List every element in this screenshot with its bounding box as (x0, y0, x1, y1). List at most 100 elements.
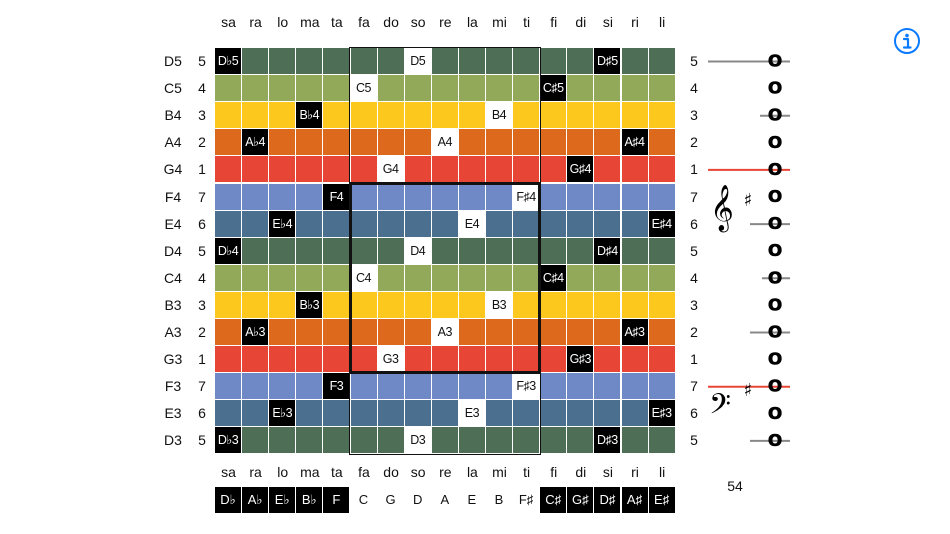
note-label[interactable]: F4 (323, 183, 350, 210)
note-label[interactable]: F3 (323, 373, 350, 400)
grid-cell[interactable] (296, 346, 323, 373)
note-label[interactable]: A♯4 (621, 129, 648, 156)
grid-cell[interactable] (567, 237, 594, 264)
grid-cell[interactable] (621, 210, 648, 237)
grid-cell[interactable] (269, 264, 296, 291)
grid-cell[interactable] (242, 400, 269, 427)
grid-cell[interactable] (594, 291, 621, 318)
grid-cell[interactable] (567, 319, 594, 345)
note-label[interactable]: A3 (431, 319, 458, 345)
grid-cell[interactable] (323, 319, 350, 345)
grid-cell[interactable] (540, 48, 567, 74)
grid-cell[interactable] (323, 129, 350, 156)
grid-cell[interactable] (350, 48, 377, 74)
note-label[interactable]: A♯3 (621, 319, 648, 345)
grid-cell[interactable] (431, 346, 458, 373)
grid-cell[interactable] (621, 102, 648, 129)
note-label[interactable]: G3 (377, 346, 404, 373)
grid-cell[interactable] (540, 129, 567, 156)
grid-cell[interactable] (594, 129, 621, 156)
grid-cell[interactable] (269, 156, 296, 183)
grid-cell[interactable] (404, 346, 431, 373)
grid-cell[interactable] (269, 183, 296, 210)
grid-cell[interactable] (540, 156, 567, 183)
grid-cell[interactable] (404, 373, 431, 400)
grid-cell[interactable] (621, 75, 648, 102)
grid-cell[interactable] (431, 237, 458, 264)
note-label[interactable]: D3 (404, 427, 431, 454)
note-label[interactable]: D♯5 (594, 48, 621, 74)
grid-cell[interactable] (567, 48, 594, 74)
grid-cell[interactable] (323, 427, 350, 454)
grid-cell[interactable] (296, 373, 323, 400)
note-label[interactable]: G♯4 (567, 156, 594, 183)
note-label[interactable]: E4 (458, 210, 485, 237)
grid-cell[interactable] (648, 427, 675, 454)
grid-cell[interactable] (567, 400, 594, 427)
grid-cell[interactable] (296, 210, 323, 237)
grid-cell[interactable] (269, 427, 296, 454)
grid-cell[interactable] (540, 373, 567, 400)
note-label[interactable]: D♭3 (215, 427, 241, 454)
note-label[interactable]: D4 (404, 237, 431, 264)
grid-cell[interactable] (404, 75, 431, 102)
grid-cell[interactable] (377, 210, 404, 237)
grid-cell[interactable] (350, 129, 377, 156)
grid-cell[interactable] (486, 75, 512, 102)
note-label[interactable]: D♯3 (594, 427, 621, 454)
grid-cell[interactable] (269, 319, 296, 345)
grid-cell[interactable] (242, 346, 269, 373)
note-label[interactable]: D♯4 (594, 237, 621, 264)
note-label[interactable]: G♯3 (567, 346, 594, 373)
grid-cell[interactable] (215, 210, 241, 237)
grid-cell[interactable] (594, 183, 621, 210)
key-button[interactable]: B♭ (296, 487, 323, 513)
grid-cell[interactable] (486, 319, 512, 345)
note-label[interactable]: C5 (350, 75, 377, 102)
grid-cell[interactable] (513, 264, 540, 291)
grid-cell[interactable] (513, 291, 540, 318)
grid-cell[interactable] (377, 237, 404, 264)
grid-cell[interactable] (513, 129, 540, 156)
grid-cell[interactable] (648, 183, 675, 210)
grid-cell[interactable] (296, 183, 323, 210)
key-button[interactable]: C♯ (540, 487, 567, 513)
grid-cell[interactable] (269, 373, 296, 400)
grid-cell[interactable] (648, 75, 675, 102)
grid-cell[interactable] (350, 291, 377, 318)
grid-cell[interactable] (540, 102, 567, 129)
grid-cell[interactable] (621, 373, 648, 400)
grid-cell[interactable] (458, 346, 485, 373)
note-label[interactable]: B♭3 (296, 291, 323, 318)
key-button[interactable]: G♯ (567, 487, 594, 513)
grid-cell[interactable] (269, 102, 296, 129)
grid-cell[interactable] (242, 156, 269, 183)
key-button[interactable]: D♯ (594, 487, 621, 513)
grid-cell[interactable] (513, 237, 540, 264)
grid-cell[interactable] (404, 319, 431, 345)
key-button[interactable]: E♯ (648, 487, 675, 513)
grid-cell[interactable] (377, 75, 404, 102)
info-icon[interactable] (893, 27, 921, 55)
grid-cell[interactable] (269, 237, 296, 264)
grid-cell[interactable] (431, 102, 458, 129)
grid-cell[interactable] (513, 346, 540, 373)
grid-cell[interactable] (215, 183, 241, 210)
grid-cell[interactable] (377, 319, 404, 345)
key-button[interactable]: F (323, 487, 350, 513)
grid-cell[interactable] (350, 237, 377, 264)
grid-cell[interactable] (594, 400, 621, 427)
grid-cell[interactable] (404, 291, 431, 318)
key-button[interactable]: D (404, 487, 431, 513)
grid-cell[interactable] (377, 373, 404, 400)
grid-cell[interactable] (242, 427, 269, 454)
grid-cell[interactable] (513, 319, 540, 345)
note-label[interactable]: A4 (431, 129, 458, 156)
grid-cell[interactable] (594, 102, 621, 129)
note-label[interactable]: C♯5 (540, 75, 567, 102)
grid-cell[interactable] (350, 156, 377, 183)
grid-cell[interactable] (648, 264, 675, 291)
grid-cell[interactable] (458, 102, 485, 129)
grid-cell[interactable] (648, 102, 675, 129)
grid-cell[interactable] (242, 264, 269, 291)
